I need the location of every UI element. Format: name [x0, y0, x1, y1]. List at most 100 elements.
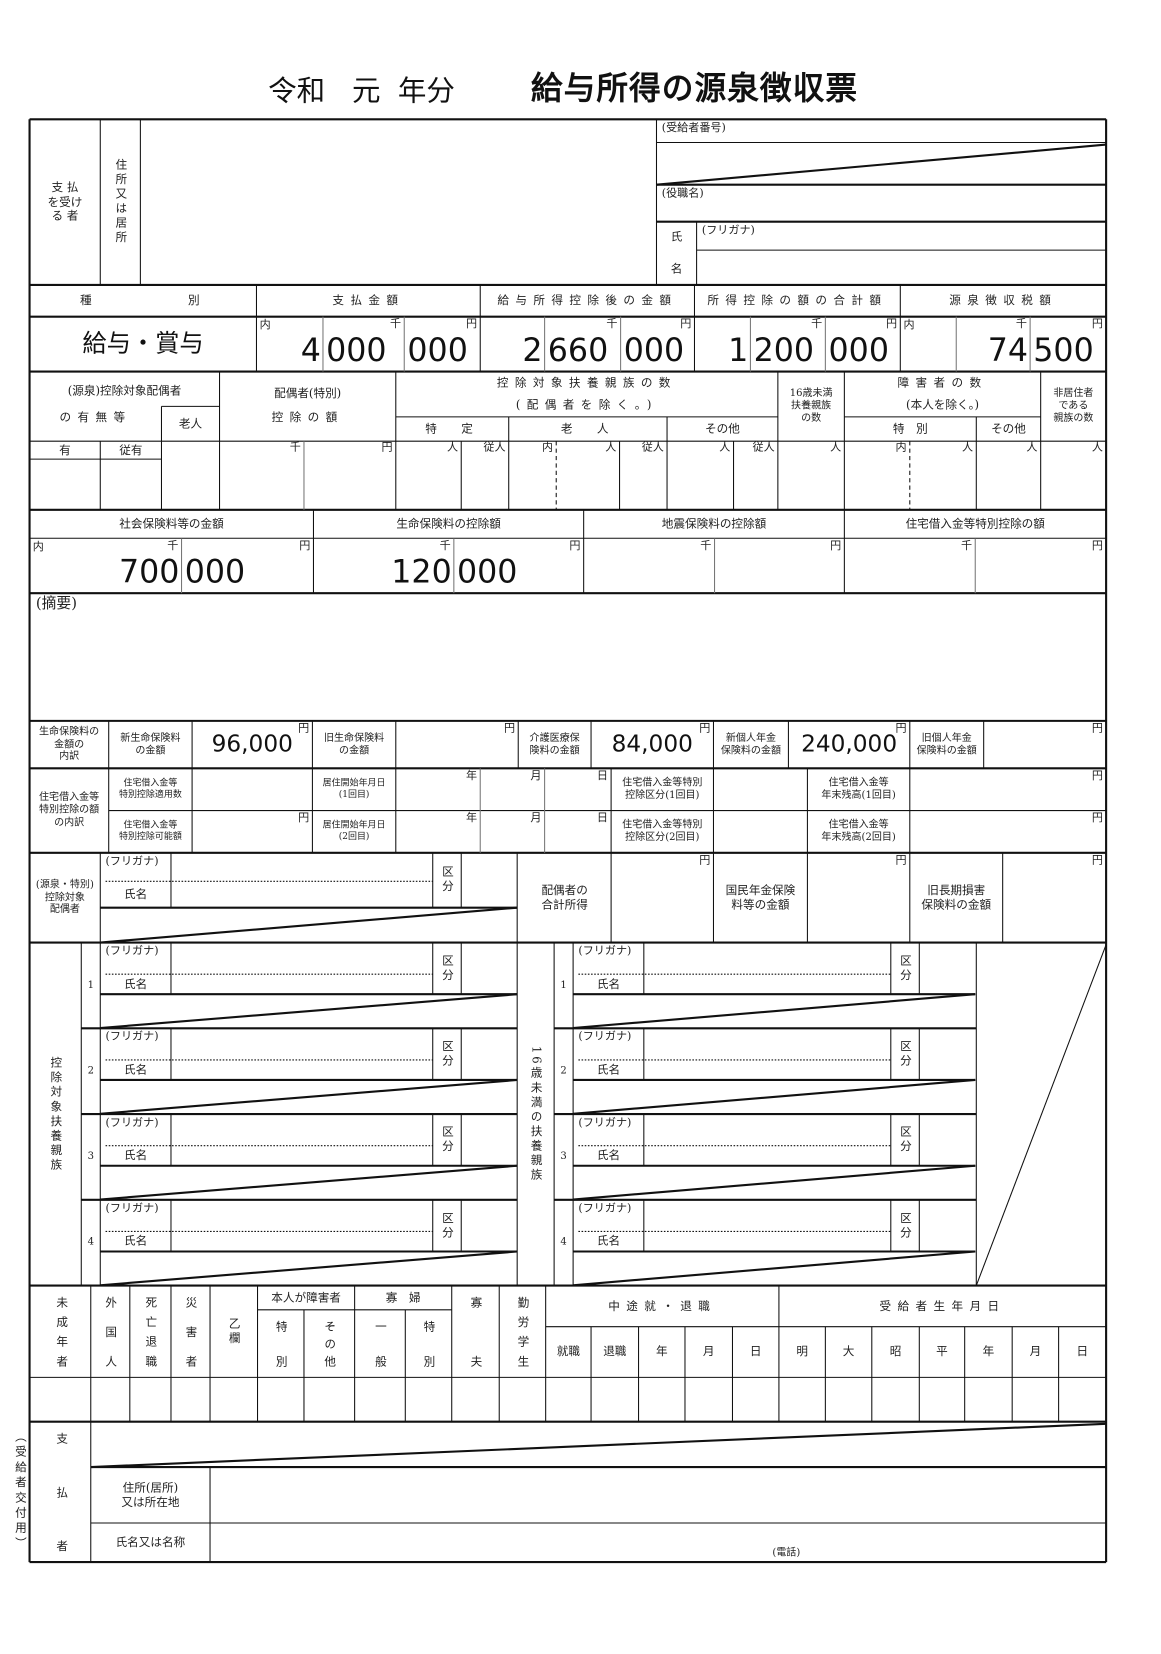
grid-line [573, 1250, 976, 1287]
housing-breakdown-applied-count-label: 住宅借入金等 特別控除適用数 [118, 778, 182, 801]
spouse-kubun-label: 区分 [440, 865, 455, 895]
housing-breakdown-day-label: 日 [596, 769, 608, 783]
family-person-label: 人 [719, 441, 731, 454]
life-breakdown-new-pension-value-label: 240,000 [801, 731, 898, 758]
vertical-text: 支払者 [54, 1432, 69, 1552]
flags-otsu-label: 乙欄 [227, 1316, 242, 1346]
vertical-text: 未成年者 [54, 1296, 69, 1367]
income-type: 給与・賞与 [82, 329, 204, 358]
spouse-name-label: 氏名 [124, 1062, 148, 1077]
grid-line [573, 1164, 976, 1201]
family-person-label: 人 [1026, 441, 1038, 454]
spouse-kubun-label: 区分 [440, 953, 455, 983]
spouse-total-income-label: 配偶者の 合計所得 [541, 883, 588, 912]
family-has-label: 有 [59, 442, 71, 457]
flags-heisei-label: 平 [936, 1344, 948, 1359]
summary-header: 種 別 [80, 293, 206, 308]
summary-yen-label: 円 [503, 721, 516, 735]
flags-disabled-self-label: 本人が障害者 [271, 1290, 341, 1305]
withholding-tax-amount: 74 [987, 332, 1029, 370]
summary-yen-label: 円 [680, 317, 692, 331]
grid-line [100, 1078, 518, 1115]
summary-yen-label: 円 [298, 811, 310, 825]
spouse-furigana-label: (フリガナ) [578, 944, 632, 958]
family-has-subordinate-label: 従有 [119, 442, 143, 457]
life-breakdown-old-pension-label-label: 旧個人年金 保険料の金額 [916, 732, 977, 757]
recipient-name-label-2-label: 名 [670, 261, 683, 276]
spouse-national-pension-label: 国民年金保険 料等の金額 [725, 883, 796, 912]
flags-hire-label: 就職 [556, 1344, 580, 1359]
summary-thousand-label: 千 [289, 441, 301, 454]
grid-line [100, 1164, 518, 1201]
flags-widow-label: 寡 婦 [385, 1290, 421, 1305]
summary-inner-label: 内 [541, 441, 554, 454]
family-subordinate-label: 従人 [483, 441, 506, 454]
summary-header: 支払金額 [332, 293, 405, 308]
grid-line [100, 1250, 518, 1287]
summary-header: 源泉徴収税額 [949, 293, 1058, 308]
insurance-housing-label: 住宅借入金等特別控除の額 [905, 516, 1045, 531]
spouse-name-label: 氏名 [124, 1148, 148, 1163]
spouse-kubun-label: 区分 [440, 1039, 455, 1069]
summary-yen-label: 円 [886, 317, 898, 331]
flags-disaster-label: 災害者 [171, 1286, 210, 1378]
flags-day-label: 日 [1076, 1344, 1089, 1359]
after-deduction-amount: 660 [547, 332, 609, 370]
vertical-text: （受給者交付用） [13, 1430, 28, 1549]
spouse-furigana-label: (フリガナ) [105, 854, 159, 868]
housing-breakdown-month-label: 月 [530, 769, 542, 783]
flags-working-student-label: 勤労学生 [499, 1286, 545, 1378]
insurance-life-label: 生命保険料の控除額 [396, 516, 501, 531]
summary-yen-label: 円 [465, 317, 478, 331]
summary-header: 給与所得控除後の金額 [497, 293, 678, 308]
spouse-furigana-label: (フリガナ) [105, 1030, 159, 1044]
flags-foreigner-label: 外国人 [91, 1286, 130, 1378]
family-person-label: 人 [605, 441, 617, 454]
life-breakdown-new-pension-label-label: 新個人年金 保険料の金額 [720, 732, 782, 757]
recipient-number-label-label: (受給者番号) [661, 121, 726, 135]
vertical-text: 災害者 [184, 1296, 198, 1367]
flags-taisho-label: 大 [842, 1344, 855, 1359]
family-disabled-2-label: (本人を除く。) [906, 398, 979, 412]
spouse-kubun-label: 区分 [898, 1125, 913, 1155]
spouse-name-label: 氏名 [124, 1234, 148, 1248]
grid-line [656, 143, 1107, 186]
life-insurance-deduction: 120 [391, 554, 452, 592]
vertical-text: 一般 [373, 1320, 388, 1367]
spouse-furigana-label: (フリガナ) [105, 944, 159, 958]
payment-amount: 000 [407, 332, 468, 370]
spouse-furigana-label: (フリガナ) [578, 1030, 632, 1044]
dependents-numbers-label: 1 [87, 978, 94, 991]
summary-yen-label: 円 [830, 539, 842, 553]
vertical-text: 特別 [274, 1320, 289, 1367]
summary-yen-label: 円 [299, 539, 311, 553]
spouse-name-label: 氏名 [596, 1148, 621, 1163]
flags-other-label: その他 [304, 1310, 355, 1378]
summary-yen-label: 円 [1091, 811, 1103, 825]
spouse-furigana-label: (フリガナ) [105, 1116, 159, 1129]
payer-address-label-label: 住所(居所) 又は所在地 [121, 1480, 180, 1509]
family-subordinate-label: 従人 [752, 441, 775, 454]
flags-showa-label: 昭 [889, 1344, 902, 1359]
family-person-label: 人 [830, 441, 842, 454]
payer-phone-label: (電話) [772, 1546, 801, 1559]
housing-breakdown-label-label: 住宅借入金等 特別控除の額 の内訳 [39, 791, 100, 829]
summary-yen-label: 円 [569, 539, 581, 553]
title-year-suffix-label: 年分 [397, 75, 455, 108]
spouse-kubun-label: 区分 [898, 953, 913, 983]
summary-inner-label: 内 [32, 540, 44, 554]
summary-yen-label: 円 [1091, 769, 1103, 783]
recipient-furigana-label-label: (フリガナ) [701, 223, 755, 237]
flags-birth-label: 受給者生年月日 [879, 1298, 1006, 1313]
recipient-address-label-label: 住所又は居所 [113, 158, 128, 246]
summary-header: 所得控除の額の合計額 [707, 293, 888, 308]
housing-breakdown-possible-amount-label: 住宅借入金等 特別控除可能額 [118, 820, 182, 843]
summary-yen-label: 円 [699, 721, 711, 735]
insurance-earthquake-label: 地震保険料の控除額 [661, 516, 767, 531]
family-spouse-deduction-1-label: 配偶者(特別) [274, 386, 342, 401]
dependents-numbers-label: 2 [560, 1064, 567, 1077]
recipient-name-label-1-label: 氏 [670, 230, 683, 244]
spouse-name-label: 氏名 [596, 1234, 621, 1248]
family-elderly2-label: 老 人 [560, 421, 615, 436]
